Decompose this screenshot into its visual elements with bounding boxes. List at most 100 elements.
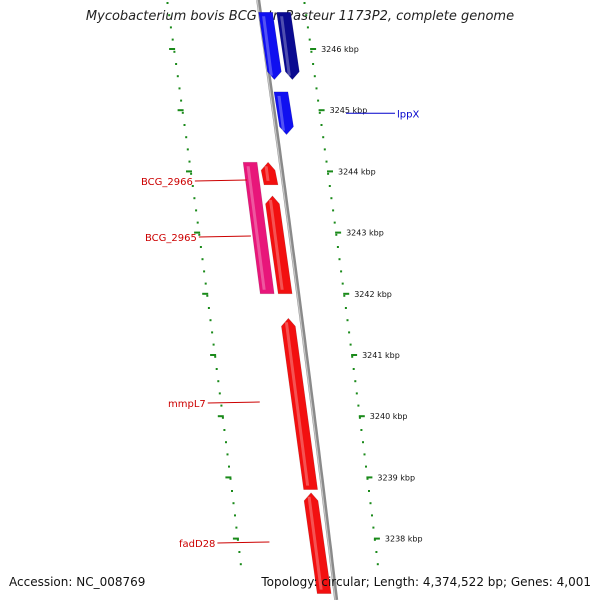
- inner-major-tick: [202, 292, 209, 295]
- outer-track-dot: [313, 75, 316, 78]
- inner-track-dot: [204, 282, 207, 285]
- inner-track-dot: [238, 551, 241, 553]
- gene-arrow-BCG_2965_pink[interactable]: [242, 161, 275, 295]
- outer-track-dot: [323, 148, 326, 151]
- scale-tick-label: 3244 kbp: [338, 167, 376, 176]
- outer-track-dot: [335, 233, 338, 236]
- inner-track-dot: [168, 14, 171, 17]
- inner-major-tick: [217, 415, 224, 418]
- outer-track-dot: [352, 368, 355, 370]
- inner-track-dot: [232, 502, 235, 505]
- inner-track-dot: [229, 477, 232, 480]
- inner-track-dot: [223, 429, 226, 431]
- inner-major-tick: [232, 537, 239, 540]
- inner-track-dot: [228, 465, 230, 468]
- outer-major-tick: [366, 476, 373, 479]
- gene-arrow-navy-top[interactable]: [276, 11, 300, 81]
- scale-tick-label: 3240 kbp: [370, 412, 408, 421]
- inner-track-dot: [185, 136, 188, 139]
- inner-track-dot: [193, 197, 196, 200]
- inner-track-dot: [209, 319, 212, 322]
- scale-labels: 3246 kbp 3245 kbp 3244 kbp 3243 kbp 3242 kbp…: [321, 45, 423, 544]
- outer-track-dot: [336, 246, 339, 248]
- outer-track-dot: [368, 490, 370, 492]
- inner-track-dot: [206, 294, 209, 297]
- inner-track-dot: [235, 526, 238, 529]
- inner-track-dot: [203, 270, 206, 273]
- gene-label-leader: [217, 541, 270, 544]
- inner-major-tick: [169, 48, 176, 50]
- outer-track-dot: [355, 392, 358, 395]
- outer-major-tick: [335, 231, 342, 234]
- outer-track-dot: [308, 38, 311, 41]
- outer-track-dot: [346, 319, 349, 322]
- inner-track-dot: [217, 380, 220, 383]
- inner-track-dot: [173, 50, 176, 53]
- outer-major-tick: [327, 170, 333, 173]
- outer-track-dot: [358, 416, 361, 419]
- inner-track-dot: [166, 2, 169, 4]
- outer-track-dot: [373, 538, 376, 541]
- outer-track-dot: [365, 465, 367, 468]
- outer-track-dot: [303, 2, 306, 4]
- inner-track-dot: [218, 392, 221, 395]
- outer-track-dot: [340, 270, 343, 273]
- outer-track-dot: [366, 477, 369, 480]
- inner-track-dot: [175, 63, 178, 65]
- inner-track-dot: [214, 355, 217, 358]
- outer-major-tick: [373, 537, 380, 540]
- outer-track-dot: [333, 221, 336, 224]
- outer-track-dot: [344, 307, 347, 309]
- gene-arrow-blue-top[interactable]: [258, 11, 282, 81]
- outer-track-dot: [318, 111, 321, 114]
- gene-highlight: [246, 166, 266, 290]
- inner-track-dot: [180, 99, 183, 102]
- gene-arrow-lppX[interactable]: [273, 91, 294, 136]
- gene-label-fadD28: fadD28: [179, 539, 215, 550]
- inner-major-tick: [225, 476, 232, 479]
- outer-track-dot: [341, 282, 344, 285]
- gene-label-BCG_2966: BCG_2966: [141, 177, 193, 188]
- outer-track-dot: [330, 197, 333, 200]
- inner-track-dot: [211, 331, 214, 334]
- inner-track-dot: [171, 38, 174, 41]
- backbone-layer: [256, 0, 339, 600]
- inner-track-dot: [225, 441, 227, 444]
- outer-track-dot: [375, 551, 378, 553]
- genome-backbone: [256, 0, 339, 600]
- gene-highlight: [264, 166, 270, 181]
- outer-major-tick: [318, 109, 325, 112]
- gene-highlight: [268, 199, 284, 290]
- inner-track-dot: [191, 185, 194, 187]
- inner-track-dot: [196, 221, 199, 224]
- gene-features[interactable]: [242, 11, 332, 594]
- scale-tick-label: 3243 kbp: [346, 229, 384, 238]
- outer-track-dot: [312, 63, 315, 65]
- gene-arrow-BCG_2966[interactable]: [260, 161, 279, 186]
- gene-arrow-BCG_2965[interactable]: [265, 195, 293, 295]
- inner-track-dot: [186, 148, 189, 151]
- inner-major-tick: [186, 170, 192, 173]
- gene-highlight: [307, 496, 323, 590]
- outer-track-dot: [348, 331, 351, 334]
- inner-track-dot: [201, 258, 204, 261]
- outer-track-dot: [351, 355, 354, 358]
- outer-track-dot: [362, 441, 364, 444]
- outer-track-dot: [363, 453, 366, 456]
- map-title: Mycobacterium bovis BCG str. Pasteur 117…: [85, 9, 515, 24]
- inner-major-tick: [194, 231, 201, 234]
- outer-track-dot: [354, 380, 357, 383]
- inner-track-dot: [198, 233, 201, 236]
- outer-track-dot: [306, 26, 309, 29]
- accession-text: Accession: NC_008769: [9, 575, 146, 589]
- outer-major-tick: [358, 415, 365, 418]
- scale-tick-label: 3238 kbp: [385, 535, 423, 544]
- outer-track-dot: [328, 185, 331, 187]
- inner-track-dot: [207, 307, 210, 309]
- inner-track-dot: [234, 514, 236, 517]
- gene-arrow-mmpL7[interactable]: [281, 317, 318, 490]
- gene-arrow-fadD28[interactable]: [303, 492, 332, 594]
- gene-highlight: [280, 16, 291, 76]
- inner-track-dot: [190, 172, 193, 175]
